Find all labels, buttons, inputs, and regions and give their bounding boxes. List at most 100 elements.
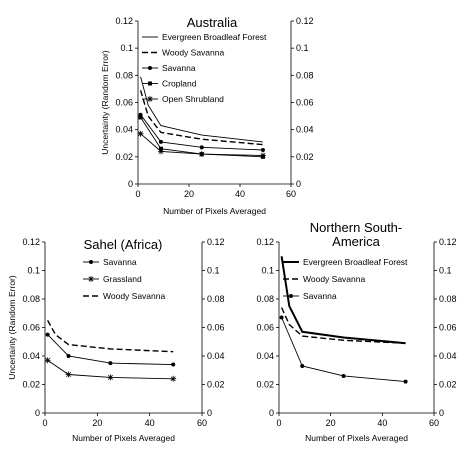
- x-tick-label: 40: [145, 418, 155, 428]
- y-tick-label-right: 0.12: [296, 16, 314, 26]
- series-line: [47, 334, 174, 366]
- x-tick-label: 20: [184, 189, 194, 199]
- data-point: [158, 139, 163, 144]
- data-point: [66, 354, 71, 358]
- y-tick-label-left: 0.06: [256, 323, 274, 333]
- series-1: [280, 256, 406, 345]
- x-tick-label: 60: [286, 189, 296, 199]
- legend-label: Savanna: [303, 291, 337, 301]
- y-tick-label-right: 0.02: [207, 380, 225, 390]
- y-tick-label-left: 0.1: [120, 43, 133, 53]
- chart-title: Sahel (Africa): [84, 237, 163, 252]
- y-tick-label-right: 0.1: [296, 43, 309, 53]
- series-line: [140, 133, 263, 156]
- series-3: [46, 320, 174, 353]
- legend-label: Evergreen Broadleaf Forest: [303, 257, 408, 267]
- x-tick-label: 60: [429, 418, 439, 428]
- series-1: [140, 76, 263, 143]
- y-tick-label-left: 0.02: [22, 380, 40, 390]
- legend-marker: [148, 66, 152, 70]
- x-tick-label: 0: [42, 418, 47, 428]
- legend-marker: [89, 260, 93, 264]
- data-point: [138, 115, 143, 120]
- y-tick-label-left: 0.12: [256, 237, 274, 247]
- y-tick-label-right: 0: [207, 408, 212, 418]
- series-line: [281, 317, 406, 383]
- y-tick-label-right: 0.04: [439, 351, 457, 361]
- data-point: [170, 375, 177, 382]
- y-tick-label-right: 0.08: [296, 70, 314, 80]
- data-point: [171, 362, 176, 367]
- series-3: [279, 315, 408, 384]
- series-2: [139, 90, 263, 146]
- y-tick-label-left: 0.08: [256, 294, 274, 304]
- y-tick-label-right: 0.12: [207, 237, 225, 247]
- data-point: [260, 148, 265, 153]
- y-tick-label-left: 0.1: [261, 266, 274, 276]
- legend-label: Woody Savanna: [303, 274, 365, 284]
- y-axis-label: Uncertainty (Random Error): [7, 275, 17, 380]
- x-tick-label: 40: [377, 418, 387, 428]
- data-point: [403, 379, 408, 384]
- y-tick-label-left: 0.08: [115, 70, 133, 80]
- data-point: [137, 130, 144, 137]
- y-tick-label-right: 0.06: [207, 323, 225, 333]
- series-5: [137, 130, 266, 159]
- data-point: [198, 151, 205, 158]
- y-axis-label: Uncertainty (Random Error): [100, 50, 110, 155]
- legend-marker: [147, 96, 153, 102]
- chart-title: America: [332, 234, 380, 249]
- x-tick-label: 60: [197, 418, 207, 428]
- x-axis-label: Number of Pixels Averaged: [72, 433, 175, 443]
- x-tick-label: 20: [326, 418, 336, 428]
- y-tick-label-right: 0.1: [207, 266, 220, 276]
- data-point: [107, 374, 114, 381]
- data-point: [199, 145, 204, 150]
- x-tick-label: 40: [235, 189, 245, 199]
- y-tick-label-left: 0: [35, 408, 40, 418]
- series-line: [46, 320, 174, 353]
- x-axis-label: Number of Pixels Averaged: [305, 433, 408, 443]
- data-point: [108, 361, 113, 366]
- y-tick-label-right: 0.04: [207, 351, 225, 361]
- y-tick-label-left: 0.04: [256, 351, 274, 361]
- y-tick-label-right: 0.06: [296, 98, 314, 108]
- series-line: [140, 117, 263, 158]
- y-tick-label-right: 0: [439, 408, 444, 418]
- y-tick-label-left: 0.02: [256, 380, 274, 390]
- legend-label: Woody Savanna: [162, 48, 224, 58]
- legend-label: Open Shrubland: [162, 94, 224, 104]
- data-point: [279, 315, 284, 320]
- series-line: [280, 256, 406, 345]
- legend-label: Savanna: [162, 63, 196, 73]
- data-point: [259, 152, 266, 159]
- y-tick-label-left: 0.04: [22, 351, 40, 361]
- y-tick-label-left: 0: [269, 408, 274, 418]
- chart-3: 0 00.02 0.020.04 0.040.06 0.060.08 0.080.1 0.1…: [256, 220, 456, 443]
- y-tick-label-left: 0.06: [115, 98, 133, 108]
- legend-marker: [88, 276, 94, 282]
- legend-label: Cropland: [162, 79, 197, 89]
- legend-label: Savanna: [103, 257, 137, 267]
- series-2: [280, 307, 406, 344]
- series-line: [139, 90, 263, 146]
- legend-label: Woody Savanna: [103, 291, 165, 301]
- chart-title: Northern South-: [310, 220, 403, 235]
- series-line: [140, 114, 263, 151]
- y-tick-label-right: 0.12: [439, 237, 457, 247]
- legend-label: Grassland: [103, 274, 142, 284]
- series-1: [45, 332, 176, 367]
- y-tick-label-left: 0: [128, 179, 133, 189]
- y-tick-label-left: 0.04: [115, 125, 133, 135]
- y-tick-label-right: 0.02: [439, 380, 457, 390]
- x-axis-label: Number of Pixels Averaged: [163, 206, 266, 216]
- data-point: [300, 363, 305, 368]
- y-tick-label-left: 0.08: [22, 294, 40, 304]
- y-tick-label-right: 0.08: [439, 294, 457, 304]
- data-point: [157, 148, 164, 155]
- y-tick-label-left: 0.12: [115, 16, 133, 26]
- data-point: [341, 373, 346, 378]
- y-tick-label-right: 0.08: [207, 294, 225, 304]
- y-tick-label-right: 0.02: [296, 152, 314, 162]
